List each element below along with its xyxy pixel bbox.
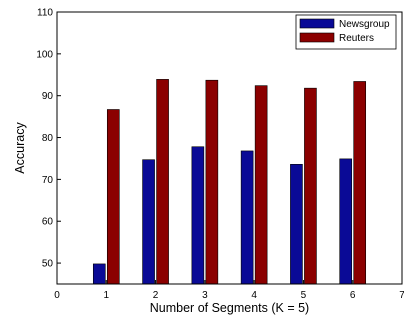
- x-tick-label: 1: [104, 290, 110, 301]
- bar-reuters-4: [254, 85, 268, 285]
- bar-newsgroup-5: [290, 164, 303, 285]
- y-tick-label: 100: [36, 49, 53, 60]
- x-tick-label: 6: [350, 290, 356, 301]
- x-tick-label: 5: [301, 290, 307, 301]
- bar-newsgroup-3: [191, 146, 205, 285]
- legend-label-newsgroup: Newsgroup: [339, 19, 390, 30]
- bar-reuters-3: [205, 79, 219, 285]
- y-axis-label: Accuracy: [13, 122, 27, 174]
- x-tick-label: 3: [202, 290, 208, 301]
- bar-newsgroup-1: [92, 263, 106, 285]
- plot-frame: [56, 11, 403, 285]
- y-tick-label: 80: [42, 133, 54, 144]
- x-axis-label: Number of Segments (K = 5): [150, 301, 309, 315]
- x-axis-ticks: 0 1 2 3 4 5 6 7: [54, 280, 404, 301]
- legend-swatch-reuters: [299, 32, 335, 43]
- bar-reuters-2: [156, 79, 169, 285]
- bar-reuters-5: [304, 87, 317, 285]
- bar-newsgroup-6: [339, 158, 353, 285]
- y-tick-label: 60: [42, 217, 54, 228]
- bars-group: [92, 79, 367, 285]
- y-tick-label: 90: [42, 91, 54, 102]
- legend-label-reuters: Reuters: [339, 33, 374, 44]
- bar-reuters-1: [106, 109, 120, 285]
- y-tick-label: 70: [42, 175, 54, 186]
- bar-newsgroup-4: [240, 150, 254, 285]
- x-tick-label: 0: [54, 290, 60, 301]
- y-tick-label: 50: [42, 259, 54, 270]
- x-tick-label: 2: [153, 290, 159, 301]
- legend-swatch-newsgroup: [299, 18, 335, 29]
- x-tick-label: 7: [399, 290, 404, 301]
- y-tick-label: 110: [37, 8, 53, 19]
- legend: Newsgroup Reuters: [295, 14, 397, 50]
- x-tick-label: 4: [251, 290, 257, 301]
- bar-reuters-6: [353, 81, 367, 285]
- y-axis-ticks: 50 60 70 80 90 100 110: [36, 8, 61, 270]
- bar-newsgroup-2: [142, 159, 155, 285]
